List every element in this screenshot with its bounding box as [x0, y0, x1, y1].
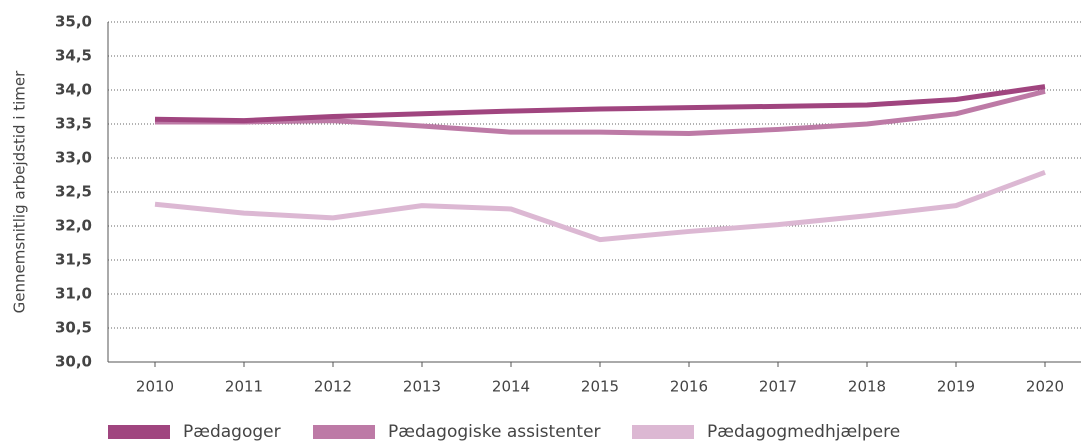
x-tick-label: 2016 [670, 378, 708, 396]
x-tick-label: 2014 [492, 378, 530, 396]
legend-label: Pædagogiske assistenter [388, 422, 601, 441]
legend-swatch [108, 425, 170, 439]
y-tick-label: 34,5 [55, 47, 92, 65]
series-line [154, 84, 1046, 124]
x-tick-label: 2015 [581, 378, 619, 396]
series-line [155, 88, 1046, 137]
x-tick-label: 2019 [937, 378, 975, 396]
x-tick-label: 2017 [759, 378, 797, 396]
x-tick-label: 2012 [314, 378, 352, 396]
y-tick-label: 33,0 [55, 149, 92, 167]
x-tick-label: 2018 [848, 378, 886, 396]
x-tick-label: 2013 [403, 378, 441, 396]
legend-swatch [632, 425, 694, 439]
y-tick-label: 31,0 [55, 285, 92, 303]
legend-label: Pædagoger [183, 422, 281, 441]
y-tick-label: 30,0 [55, 353, 92, 371]
y-tick-label: 32,0 [55, 217, 92, 235]
series-line [154, 169, 1046, 243]
y-tick-label: 34,0 [55, 81, 92, 99]
y-axis-label: Gennemsnitlig arbejdstid i timer [11, 70, 29, 313]
y-tick-label: 31,5 [55, 251, 92, 269]
y-tick-label: 32,5 [55, 183, 92, 201]
legend-label: Pædagogmedhjælpere [707, 422, 900, 441]
x-tick-label: 2011 [225, 378, 263, 396]
y-tick-label: 33,5 [55, 115, 92, 133]
legend-swatch [313, 425, 375, 439]
y-tick-label: 30,5 [55, 319, 92, 337]
x-tick-label: 2010 [136, 378, 174, 396]
x-tick-label: 2020 [1026, 378, 1064, 396]
y-tick-label: 35,0 [55, 13, 92, 31]
